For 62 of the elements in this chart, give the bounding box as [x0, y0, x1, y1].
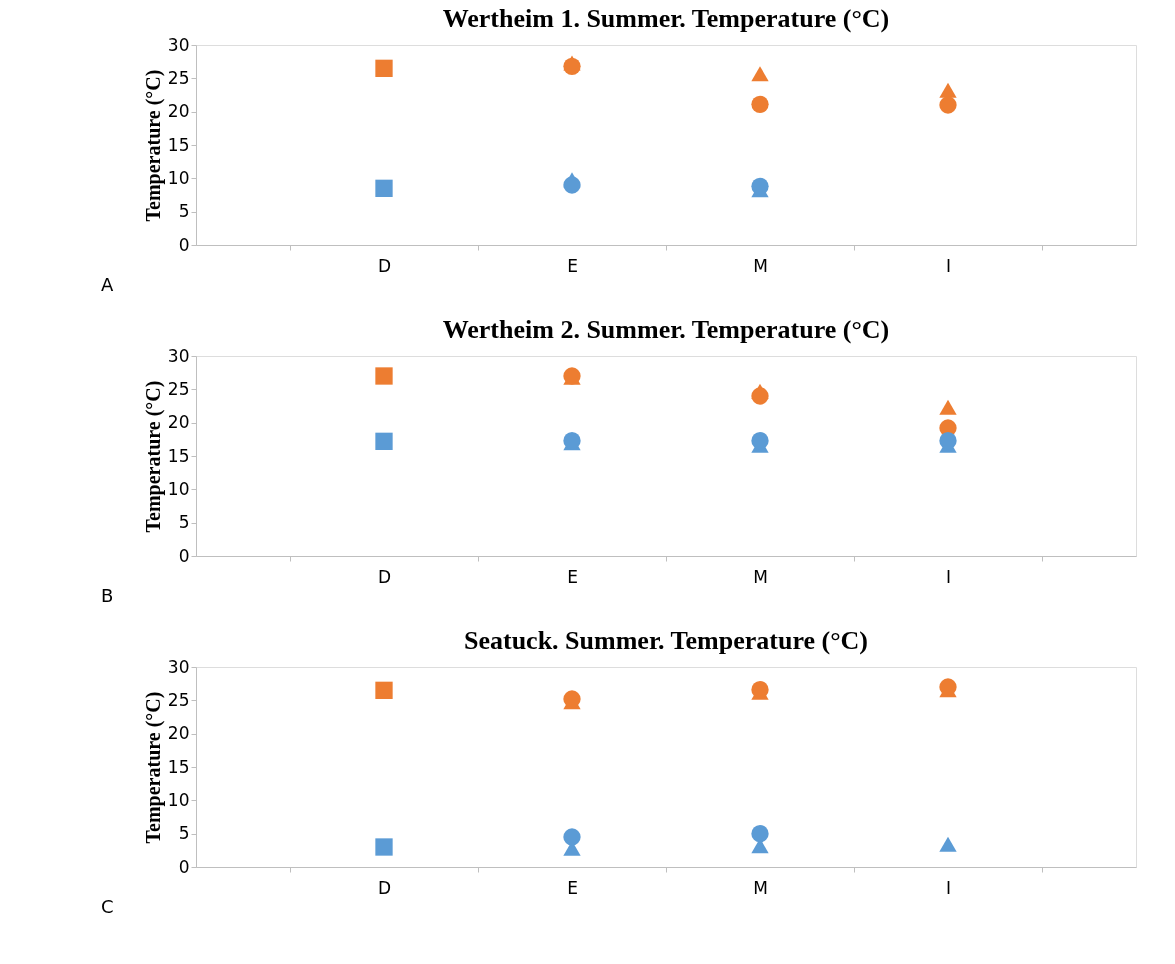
chart-title: Wertheim 1. Summer. Temperature (°C) [442, 4, 890, 33]
x-tick-label: D [377, 255, 392, 276]
y-tick-label: 10 [167, 789, 190, 810]
y-tick-label: 5 [178, 201, 190, 222]
y-tick-label: 20 [167, 412, 190, 433]
point [563, 176, 581, 194]
x-tick-label: E [567, 877, 578, 898]
x-tick-label: I [945, 255, 952, 276]
y-tick-label: 5 [178, 512, 190, 533]
y-tick-label: 30 [167, 34, 190, 55]
point [563, 828, 581, 846]
point [375, 59, 393, 77]
x-tick-label: E [567, 566, 578, 587]
y-tick-label: 15 [167, 134, 190, 155]
y-tick-label: 25 [167, 689, 190, 710]
x-tick-label: I [945, 877, 952, 898]
y-tick-label: 0 [178, 545, 190, 566]
x-tick-label: E [567, 255, 578, 276]
point [375, 838, 393, 856]
y-axis-title: Temperature (°C) [141, 691, 165, 844]
x-tick-label: I [945, 566, 952, 587]
y-tick-label: 20 [167, 723, 190, 744]
x-tick-label: D [377, 566, 392, 587]
point [751, 432, 769, 450]
point [375, 179, 393, 197]
point [939, 399, 957, 415]
point [939, 96, 957, 114]
point [939, 82, 957, 98]
y-tick-label: 30 [167, 345, 190, 366]
y-tick-label: 0 [178, 856, 190, 877]
chart-title: Wertheim 2. Summer. Temperature (°C) [442, 315, 890, 344]
x-tick-label: M [753, 877, 768, 898]
y-tick-label: 25 [167, 378, 190, 399]
y-tick-label: 10 [167, 167, 190, 188]
x-tick-label: M [753, 566, 768, 587]
point [939, 836, 957, 852]
point [751, 387, 769, 405]
point [375, 367, 393, 385]
x-tick-label: D [377, 877, 392, 898]
point [375, 681, 393, 699]
y-tick-label: 5 [178, 823, 190, 844]
text: C [101, 896, 114, 917]
point [751, 825, 769, 843]
point [375, 432, 393, 450]
chart-title: Seatuck. Summer. Temperature (°C) [464, 626, 868, 655]
point [751, 177, 769, 195]
y-tick-label: 15 [167, 445, 190, 466]
text: A [101, 274, 114, 295]
y-axis-title: Temperature (°C) [141, 380, 165, 533]
y-tick-label: 20 [167, 101, 190, 122]
point [563, 57, 581, 75]
text: B [101, 585, 114, 606]
y-axis-title: Temperature (°C) [141, 69, 165, 222]
y-tick-label: 30 [167, 656, 190, 677]
x-tick-label: M [753, 255, 768, 276]
y-tick-label: 25 [167, 67, 190, 88]
y-tick-label: 10 [167, 478, 190, 499]
y-tick-label: 15 [167, 756, 190, 777]
point [751, 95, 769, 113]
point [751, 66, 769, 82]
point [939, 432, 957, 450]
y-tick-label: 0 [178, 234, 190, 255]
